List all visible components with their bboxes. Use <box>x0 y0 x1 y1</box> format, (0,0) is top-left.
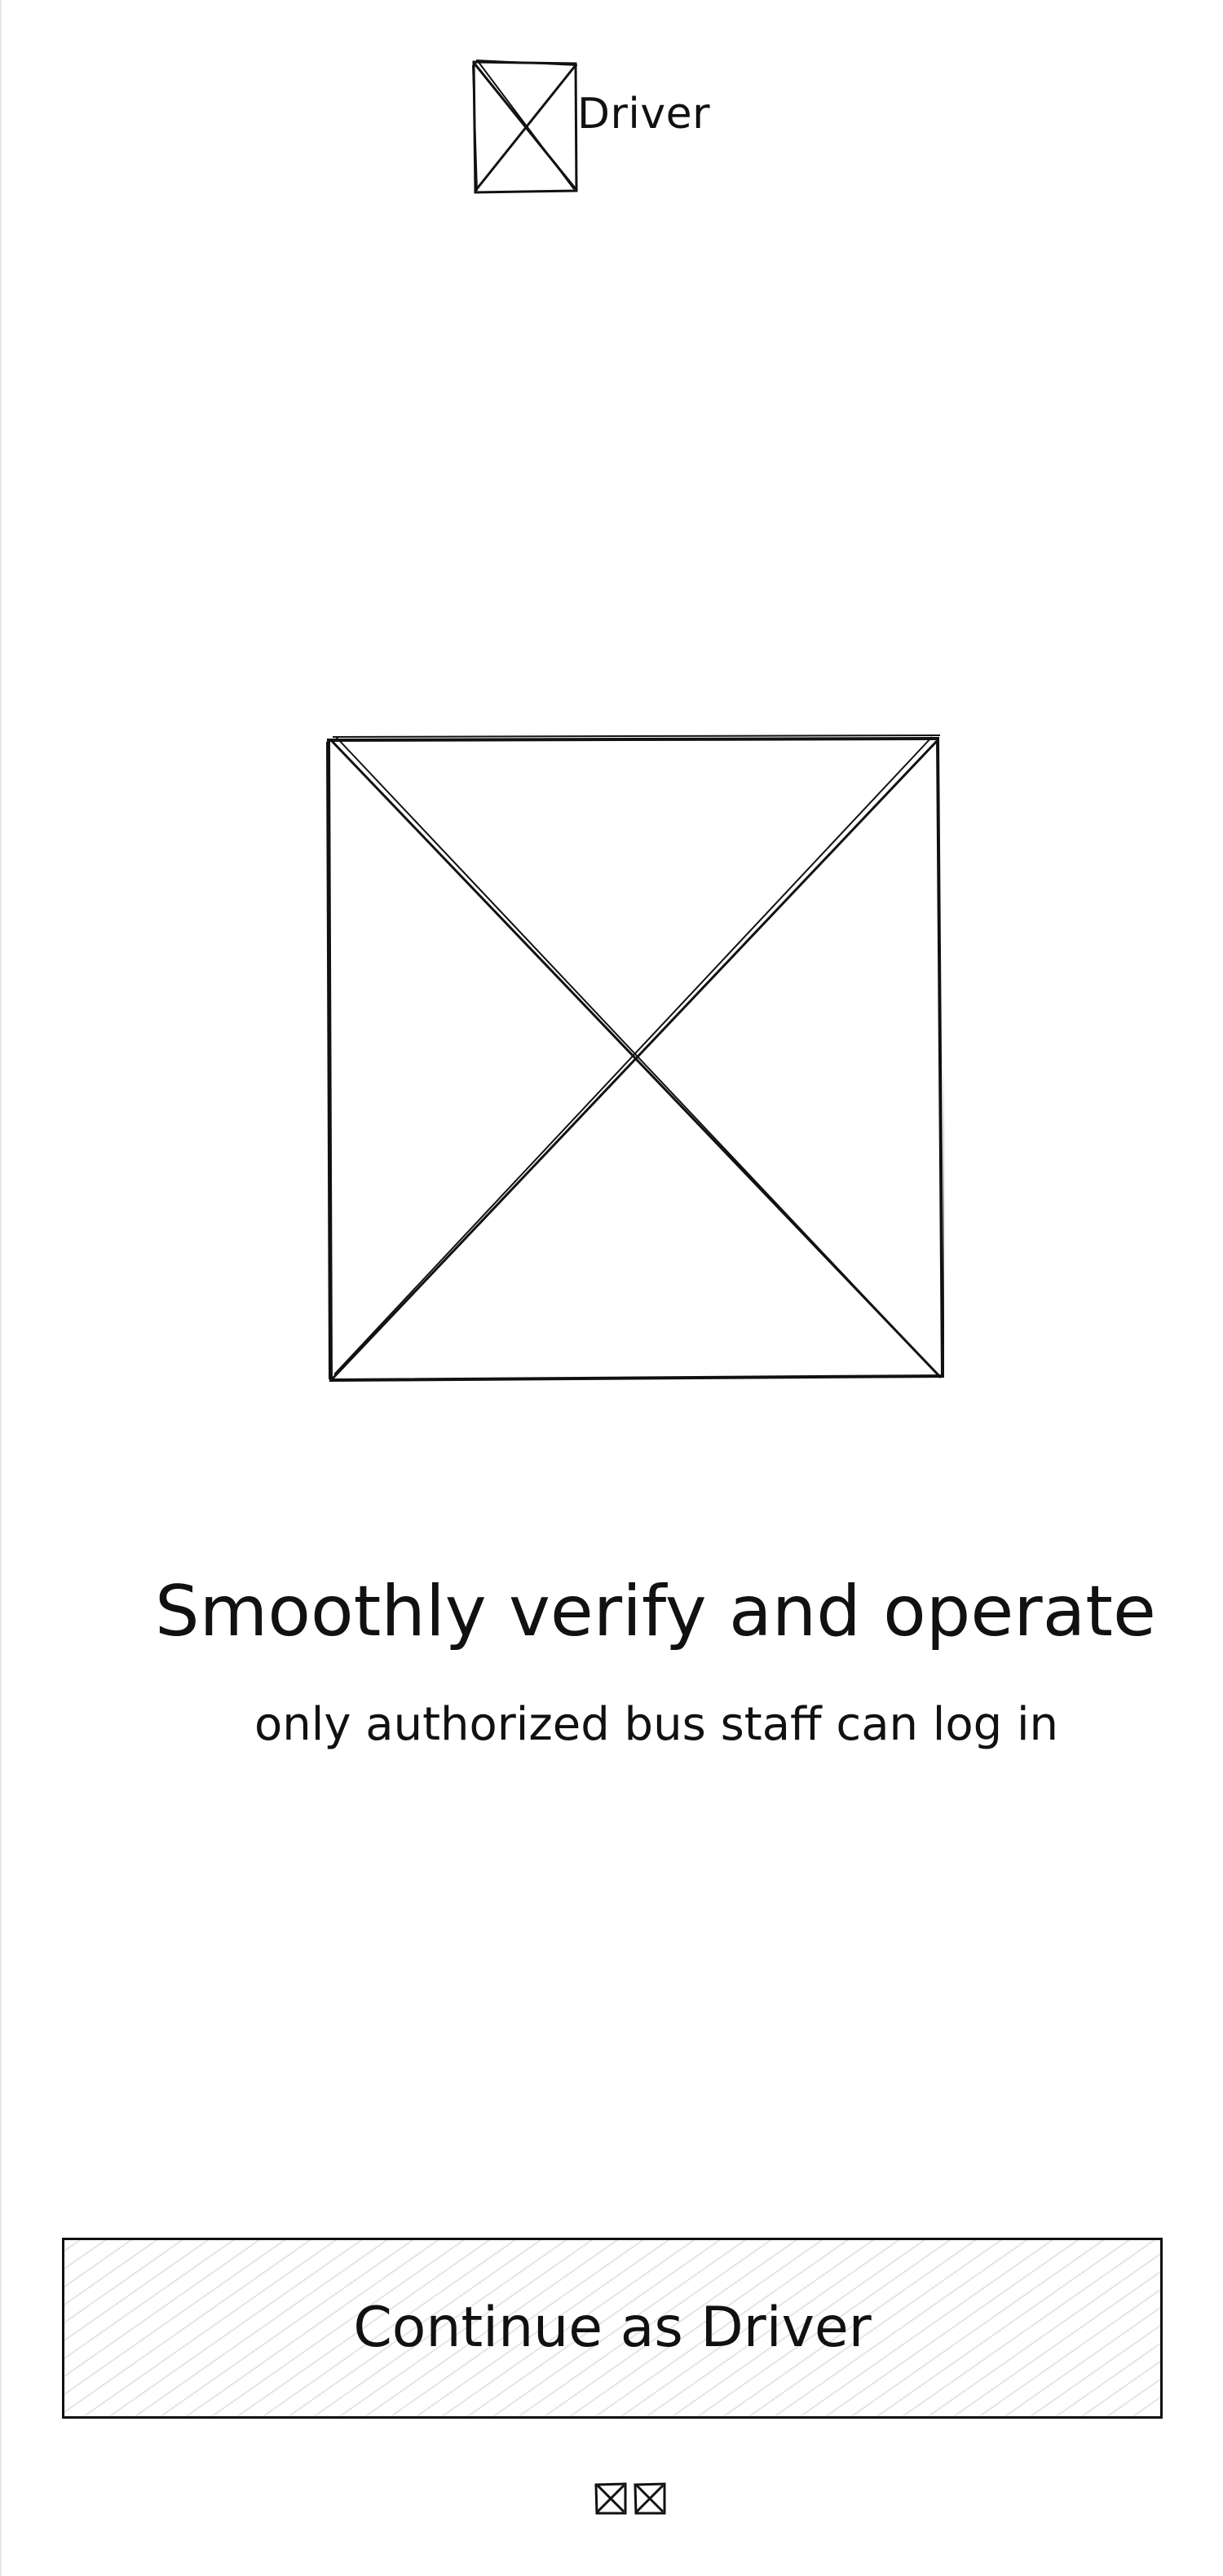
page-edge <box>0 0 2 2576</box>
placeholder-image-icon <box>634 2482 666 2515</box>
page-subtext: only authorized bus staff can log in <box>254 1698 1059 1751</box>
continue-as-driver-button[interactable]: Continue as Driver <box>62 2238 1163 2419</box>
continue-as-driver-label: Continue as Driver <box>353 2296 872 2360</box>
placeholder-image-icon <box>472 60 578 194</box>
header-logo: Driver <box>471 59 711 201</box>
role-label: Driver <box>577 90 711 139</box>
footer-icons <box>594 2481 675 2522</box>
placeholder-image-icon <box>594 2482 627 2515</box>
placeholder-image-icon <box>326 734 944 1383</box>
page-headline: Smoothly verify and operate <box>155 1571 1156 1652</box>
